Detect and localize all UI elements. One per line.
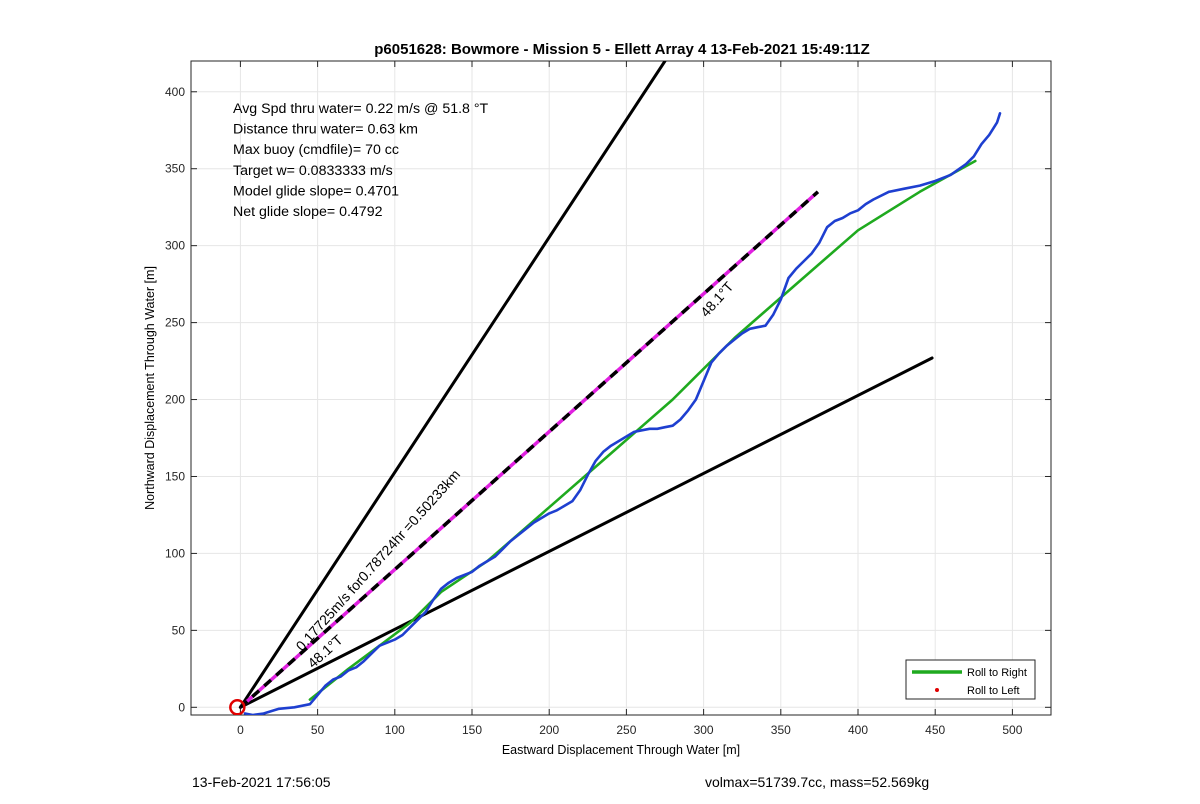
legend-entry-label: Roll to Left [967,685,1020,697]
x-tick-label: 300 [694,723,714,737]
x-tick-label: 500 [1002,723,1022,737]
y-tick-label: 350 [165,162,185,176]
y-tick-label: 0 [178,700,185,714]
x-tick-label: 0 [237,723,244,737]
plot-frame [190,60,1052,716]
x-tick-label: 250 [616,723,636,737]
x-tick-label: 400 [848,723,868,737]
info-line: Avg Spd thru water= 0.22 m/s @ 51.8 °T [233,101,489,117]
y-tick-label: 250 [165,316,185,330]
x-tick-label: 450 [925,723,945,737]
info-line: Net glide slope= 0.4792 [233,204,383,220]
info-line: Target w= 0.0833333 m/s [233,163,393,179]
bound-upper-line [238,61,667,709]
chart-title: p6051628: Bowmore - Mission 5 - Ellett A… [374,41,869,58]
y-axis-label: Northward Displacement Through Water [m] [143,266,157,510]
x-tick-label: 100 [385,723,405,737]
y-tick-label: 150 [165,469,185,483]
y-tick-label: 400 [165,85,185,99]
info-line: Max buoy (cmdfile)= 70 cc [233,142,399,158]
footer-timestamp: 13-Feb-2021 17:56:05 [192,774,331,790]
x-tick-label: 50 [311,723,325,737]
bound-lower-line [238,356,934,709]
track-line [243,112,1002,715]
footer-volmax-mass: volmax=51739.7cc, mass=52.569kg [705,774,930,790]
y-tick-label: 200 [165,393,185,407]
axes: 0 50 100 150 200 250 300 350 400 450 500 0 50 100 150 2… [165,60,1052,737]
legend: Roll to Right Roll to Left [905,659,1036,700]
y-tick-label: 50 [172,623,186,637]
y-tick-label: 300 [165,239,185,253]
x-tick-label: 150 [462,723,482,737]
legend-entry-label: Roll to Right [967,667,1027,679]
plot-area [191,61,1051,715]
legend-box [905,659,1036,700]
info-text-block: Avg Spd thru water= 0.22 m/s @ 51.8 °T Di… [233,101,489,220]
grid-lines [191,61,1051,715]
roll-right-line [308,159,977,701]
y-tick-label: 100 [165,546,185,560]
legend-swatch-dot [935,688,939,692]
start-marker [229,699,246,715]
info-line: Distance thru water= 0.63 km [233,122,418,138]
x-axis-label: Eastward Displacement Through Water [m] [502,743,740,757]
series-layer [229,61,1002,715]
info-line: Model glide slope= 0.4701 [233,183,399,199]
x-tick-label: 350 [771,723,791,737]
x-tick-label: 200 [539,723,559,737]
heading-line-dash [239,190,820,709]
